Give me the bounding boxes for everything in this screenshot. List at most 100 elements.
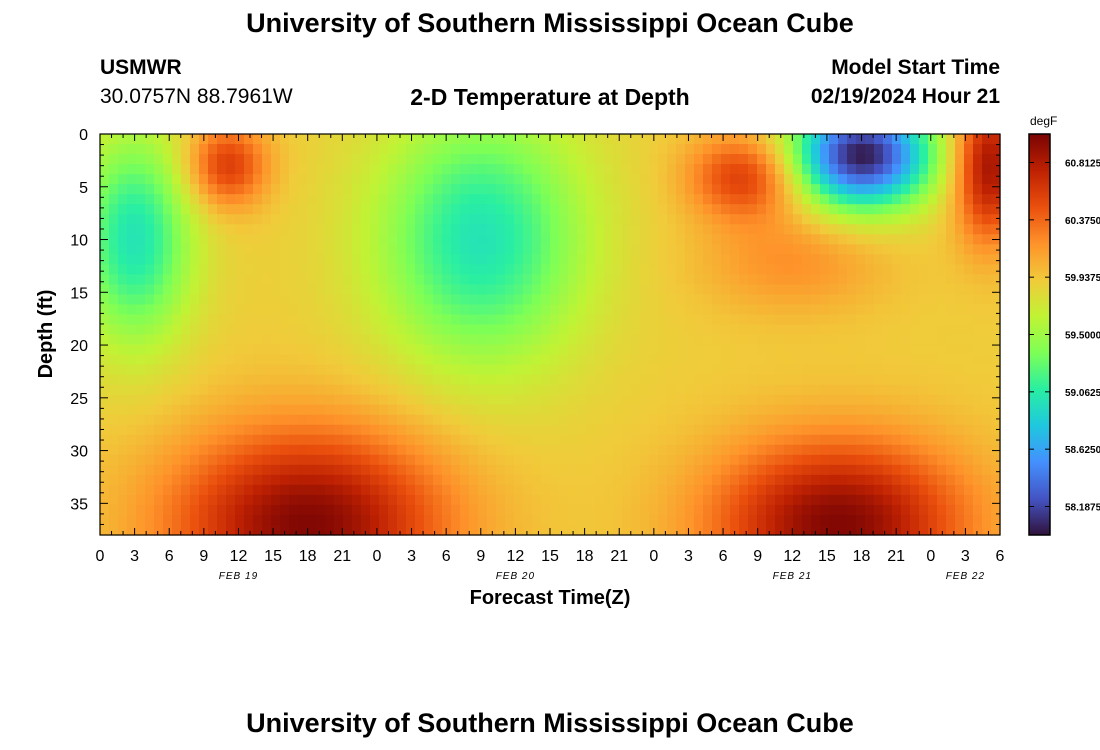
heatmap-cell [703, 204, 713, 215]
heatmap-cell [118, 434, 128, 446]
heatmap-cell [541, 264, 551, 275]
heatmap-cell [523, 364, 533, 376]
heatmap-cell [397, 514, 407, 526]
heatmap-cell [136, 274, 146, 285]
heatmap-cell [901, 424, 911, 436]
heatmap-cell [550, 494, 560, 506]
heatmap-cell [847, 424, 857, 436]
heatmap-cell [577, 364, 587, 376]
heatmap-cell [262, 254, 272, 265]
heatmap-cell [154, 214, 164, 225]
heatmap-cell [199, 394, 209, 406]
heatmap-cell [955, 384, 965, 396]
heatmap-cell [487, 234, 497, 245]
heatmap-cell [559, 164, 569, 175]
heatmap-cell [757, 134, 767, 145]
heatmap-cell [577, 174, 587, 185]
heatmap-cell [316, 364, 326, 376]
heatmap-cell [550, 434, 560, 446]
heatmap-cell [370, 214, 380, 225]
heatmap-cell [802, 274, 812, 285]
heatmap-cell [982, 254, 992, 265]
heatmap-cell [100, 374, 110, 386]
heatmap-cell [793, 504, 803, 516]
heatmap-cell [649, 144, 659, 155]
heatmap-cell [892, 334, 902, 346]
heatmap-cell [955, 264, 965, 275]
heatmap-cell [361, 324, 371, 336]
heatmap-cell [163, 374, 173, 386]
heatmap-cell [100, 294, 110, 306]
heatmap-cell [775, 184, 785, 195]
heatmap-cell [667, 464, 677, 476]
heatmap-cell [964, 474, 974, 486]
heatmap-cell [874, 404, 884, 416]
heatmap-cell [100, 524, 110, 536]
heatmap-cell [406, 424, 416, 436]
heatmap-cell [694, 364, 704, 376]
heatmap-cell [361, 354, 371, 366]
heatmap-cell [433, 264, 443, 275]
heatmap-cell [379, 514, 389, 526]
heatmap-cell [145, 344, 155, 356]
heatmap-cell [280, 454, 290, 466]
heatmap-cell [334, 384, 344, 396]
heatmap-cell [199, 264, 209, 275]
heatmap-cell [937, 304, 947, 316]
heatmap-cell [649, 324, 659, 336]
heatmap-cell [577, 454, 587, 466]
heatmap-cell [136, 234, 146, 245]
heatmap-cell [892, 404, 902, 416]
heatmap-cell [847, 454, 857, 466]
heatmap-cell [802, 374, 812, 386]
heatmap-cell [820, 184, 830, 195]
heatmap-cell [523, 194, 533, 205]
heatmap-cell [298, 394, 308, 406]
heatmap-cell [145, 284, 155, 296]
heatmap-cell [901, 214, 911, 225]
heatmap-cell [955, 484, 965, 496]
heatmap-cell [946, 484, 956, 496]
heatmap-cell [316, 194, 326, 205]
heatmap-cell [532, 414, 542, 426]
heatmap-cell [109, 404, 119, 416]
heatmap-cell [406, 414, 416, 426]
heatmap-cell [253, 204, 263, 215]
heatmap-cell [145, 214, 155, 225]
heatmap-cell [100, 224, 110, 235]
heatmap-cell [289, 354, 299, 366]
heatmap-cell [523, 394, 533, 406]
heatmap-cell [622, 484, 632, 496]
heatmap-cell [631, 254, 641, 265]
heatmap-cell [622, 404, 632, 416]
heatmap-cell [406, 474, 416, 486]
heatmap-cell [424, 504, 434, 516]
heatmap-cell [622, 284, 632, 296]
heatmap-cell [640, 284, 650, 296]
heatmap-cell [667, 494, 677, 506]
heatmap-cell [316, 264, 326, 275]
heatmap-cell [883, 424, 893, 436]
heatmap-cell [478, 134, 488, 145]
heatmap-cell [964, 204, 974, 215]
heatmap-cell [640, 394, 650, 406]
heatmap-cell [127, 494, 137, 506]
heatmap-cell [235, 434, 245, 446]
heatmap-cell [388, 194, 398, 205]
heatmap-cell [541, 464, 551, 476]
heatmap-cell [541, 514, 551, 526]
heatmap-cell [622, 214, 632, 225]
heatmap-cell [190, 374, 200, 386]
heatmap-cell [523, 254, 533, 265]
x-tick-label: 9 [476, 548, 485, 565]
heatmap-cell [883, 394, 893, 406]
heatmap-cell [496, 194, 506, 205]
heatmap-cell [685, 264, 695, 275]
heatmap-cell [172, 214, 182, 225]
heatmap-cell [739, 434, 749, 446]
heatmap-cell [190, 404, 200, 416]
heatmap-cell [163, 164, 173, 175]
colorbar-tick-label: 60.3750 [1065, 216, 1100, 227]
heatmap-cell [694, 144, 704, 155]
heatmap-cell [289, 494, 299, 506]
